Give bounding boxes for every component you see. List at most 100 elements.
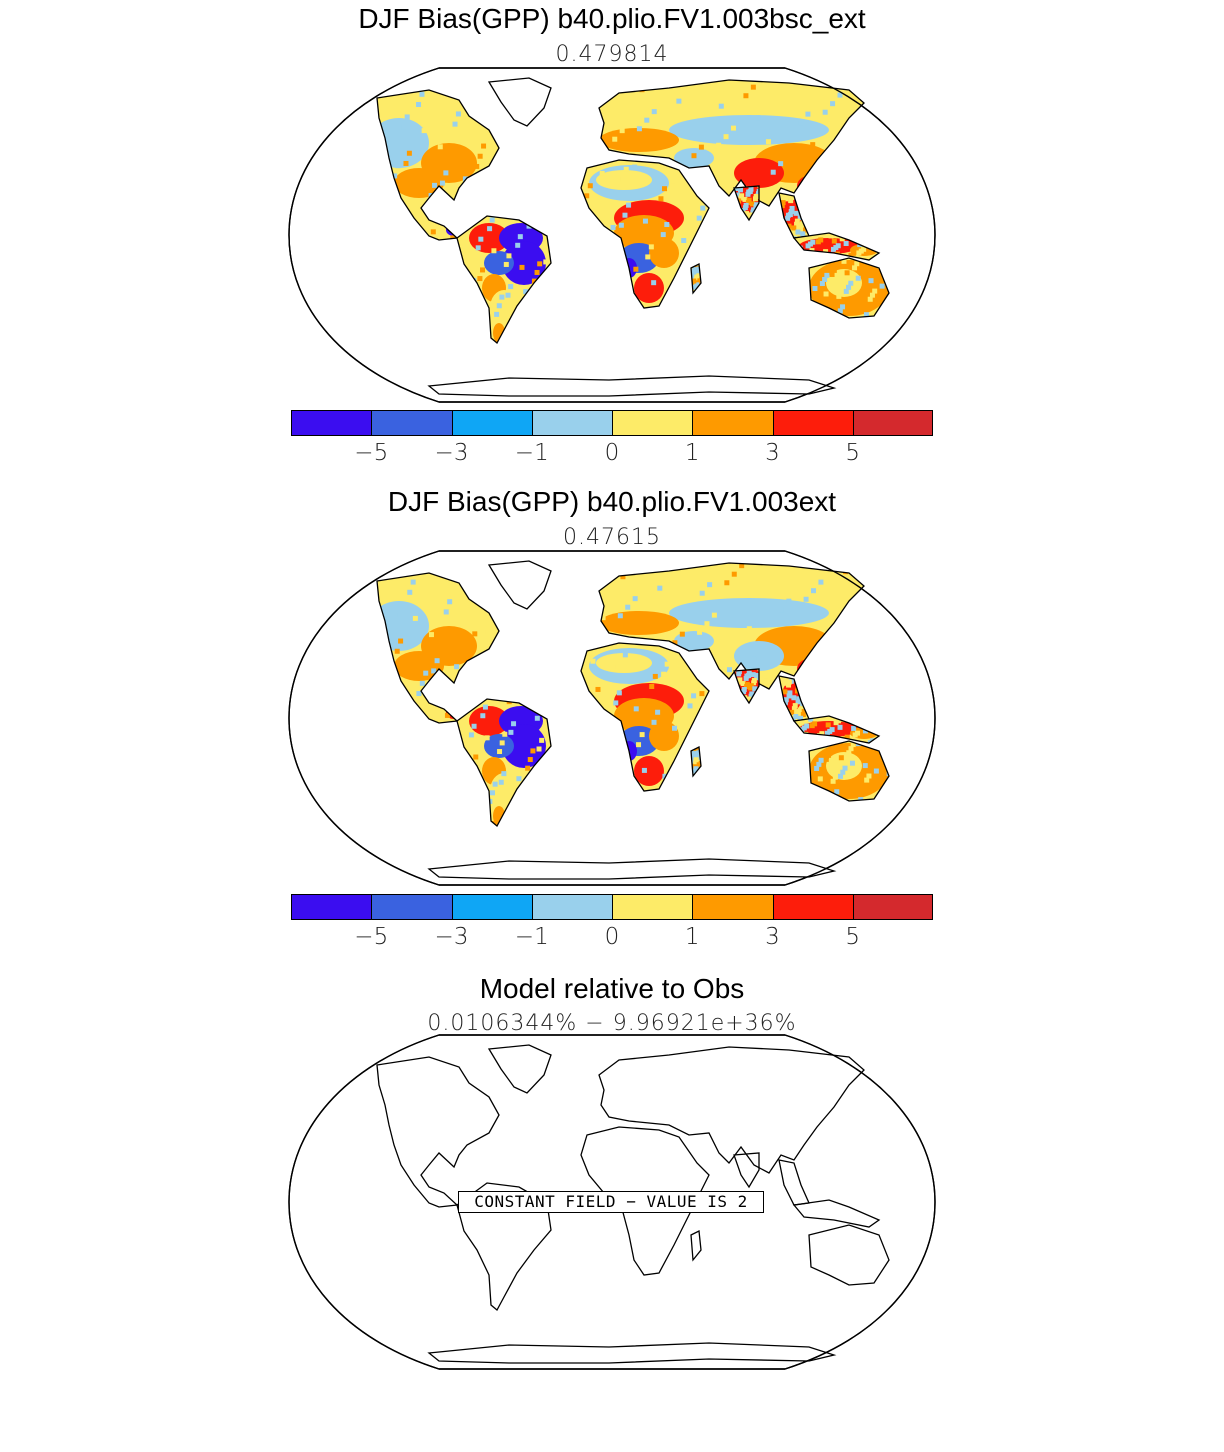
grid-cell [749, 691, 755, 697]
coastline [427, 858, 837, 880]
colorbar-tick-label: −1 [514, 440, 549, 466]
grid-cell [641, 767, 647, 773]
grid-cell [452, 121, 458, 127]
grid-cell [636, 126, 642, 132]
grid-cell [662, 186, 668, 192]
grid-cell [534, 269, 540, 275]
coastline [580, 1126, 710, 1276]
grid-cell [662, 773, 668, 779]
grid-cell [649, 683, 655, 689]
grid-cell [483, 618, 489, 624]
colorbar-swatch [531, 894, 613, 920]
grid-cell [610, 664, 616, 670]
grid-cell [511, 721, 517, 727]
grid-cell [687, 703, 693, 709]
grid-cell [743, 93, 749, 99]
grid-cell [401, 124, 407, 130]
grid-cell [648, 244, 654, 250]
grid-cell [718, 103, 724, 109]
grid-cell [798, 120, 804, 126]
grid-cell [848, 746, 854, 752]
map-2-group [288, 550, 936, 886]
grid-cell [753, 193, 759, 199]
grid-cell [746, 197, 752, 203]
grid-cell [872, 754, 878, 760]
grid-cell [846, 750, 852, 756]
grid-cell [423, 670, 429, 676]
grid-cell [843, 240, 849, 246]
grid-cell [691, 153, 697, 159]
grid-cell [681, 237, 687, 243]
grid-cell [525, 765, 531, 771]
grid-cell [517, 234, 523, 240]
grid-cell [441, 134, 447, 140]
grid-cell [818, 757, 824, 763]
grid-cell [738, 187, 743, 193]
bias-patch [484, 734, 514, 758]
grid-cell [498, 779, 504, 785]
grid-cell [746, 626, 752, 632]
grid-cell [664, 661, 670, 667]
grid-cell [759, 648, 765, 654]
grid-cell [800, 712, 806, 718]
grid-cell [471, 723, 477, 729]
grid-cell [480, 629, 486, 635]
grid-cell [846, 284, 852, 290]
grid-cell [830, 101, 836, 107]
grid-cell [478, 236, 484, 242]
grid-cell [645, 254, 651, 260]
grid-cell [431, 668, 437, 674]
grid-cell [693, 757, 699, 763]
grid-cell [494, 311, 500, 317]
grid-cell [502, 731, 508, 737]
grid-cell [435, 611, 441, 617]
bias-patch [599, 128, 679, 152]
grid-cell [462, 176, 468, 182]
grid-cell [651, 109, 657, 115]
colorbar-tick-label: −3 [434, 440, 469, 466]
grid-cell [855, 275, 861, 281]
grid-cell [482, 704, 488, 710]
colorbar-tick-label: −5 [354, 924, 389, 950]
grid-cell [694, 747, 700, 753]
bias-patch [649, 238, 679, 268]
grid-cell [793, 713, 799, 719]
grid-cell [734, 192, 740, 198]
grid-cell [791, 629, 797, 635]
panel-1-title: DJF Bias(GPP) b40.plio.FV1.003bsc_ext [358, 3, 866, 34]
globe-outline-stroke [288, 1034, 936, 1370]
grid-cell [472, 631, 478, 637]
grid-cell [795, 699, 801, 705]
grid-cell [622, 652, 628, 658]
grid-cell [789, 195, 795, 201]
grid-cell [599, 170, 605, 176]
grid-cell [454, 664, 460, 670]
grid-cell [410, 579, 416, 585]
grid-cell [875, 273, 881, 279]
grid-cell [447, 599, 453, 605]
grid-cell [851, 725, 857, 731]
bias-patch [649, 721, 679, 751]
grid-cell [740, 681, 746, 687]
coastline [808, 257, 890, 319]
grid-cell [499, 294, 505, 300]
grid-cell [679, 631, 685, 637]
colorbar-tick-label: −5 [354, 440, 389, 466]
grid-cell [691, 693, 697, 699]
grid-cell [699, 691, 705, 697]
grid-cell [644, 117, 650, 123]
grid-cell [791, 225, 797, 231]
grid-cell [826, 752, 832, 758]
land-greenland [489, 78, 551, 126]
grid-cell [803, 596, 809, 602]
grid-cell [756, 188, 759, 194]
grid-cell [613, 700, 619, 706]
grid-cell [437, 144, 443, 150]
grid-cell [788, 209, 794, 215]
grid-cell [783, 196, 789, 202]
grid-cell [392, 612, 398, 618]
grid-cell [428, 632, 434, 638]
grid-cell [473, 754, 479, 760]
grid-cell [858, 797, 864, 801]
colorbar-swatch [692, 410, 774, 436]
